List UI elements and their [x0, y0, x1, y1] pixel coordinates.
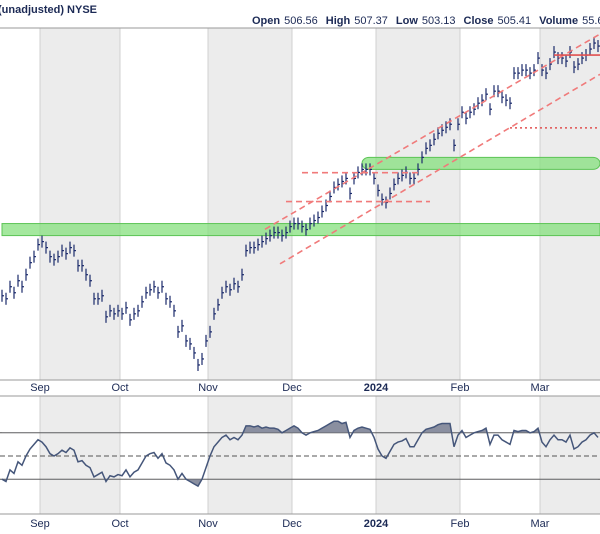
quote-value: 505.41	[498, 15, 532, 27]
trend-line	[279, 73, 600, 265]
month-shade	[208, 28, 292, 380]
x-tick-label: Sep	[30, 518, 50, 530]
month-shade	[376, 28, 460, 380]
month-shade	[40, 28, 120, 380]
x-tick-label: Dec	[282, 382, 302, 394]
x-tick-label: 2024	[364, 518, 389, 530]
x-tick-label: Oct	[111, 518, 128, 530]
x-tick-label: Nov	[198, 382, 218, 394]
x-tick-label: Feb	[451, 518, 470, 530]
band	[361, 156, 600, 170]
source: (unadjusted) NYSE	[0, 4, 97, 16]
x-tick-label: Feb	[451, 382, 470, 394]
quote-label: Volume	[539, 15, 578, 27]
band	[1, 223, 600, 237]
rsi-panel-frame	[0, 395, 600, 515]
quote-value: 503.13	[422, 15, 456, 27]
x-tick-label: Nov	[198, 518, 218, 530]
quote-value: 507.37	[354, 15, 388, 27]
panel-backgrounds	[39, 28, 600, 514]
x-tick-label: Oct	[111, 382, 128, 394]
quote-label: High	[326, 15, 351, 27]
month-shade	[376, 396, 460, 514]
quote-label: Low	[396, 15, 418, 27]
x-tick-label: 2024	[364, 382, 389, 394]
quote: Open 506.56 High 507.37 Low 503.13 Close 505.41…	[252, 15, 600, 27]
x-tick-label: Mar	[531, 518, 550, 530]
x-tick-label: Mar	[531, 382, 550, 394]
quote-label: Open	[252, 15, 280, 27]
rsi-line	[1, 420, 599, 488]
quote-label: Close	[464, 15, 494, 27]
rsi-overbought	[243, 421, 540, 433]
x-tick-label: Dec	[282, 518, 302, 530]
trend-line	[264, 33, 600, 230]
month-shade	[540, 396, 600, 514]
month-shade	[540, 28, 600, 380]
quote-value: 506.56	[284, 15, 318, 27]
month-shade	[208, 396, 292, 514]
price-panel-frame	[0, 27, 600, 381]
quote-value: 55.6M	[582, 15, 600, 27]
x-tick-label: Sep	[30, 382, 50, 394]
